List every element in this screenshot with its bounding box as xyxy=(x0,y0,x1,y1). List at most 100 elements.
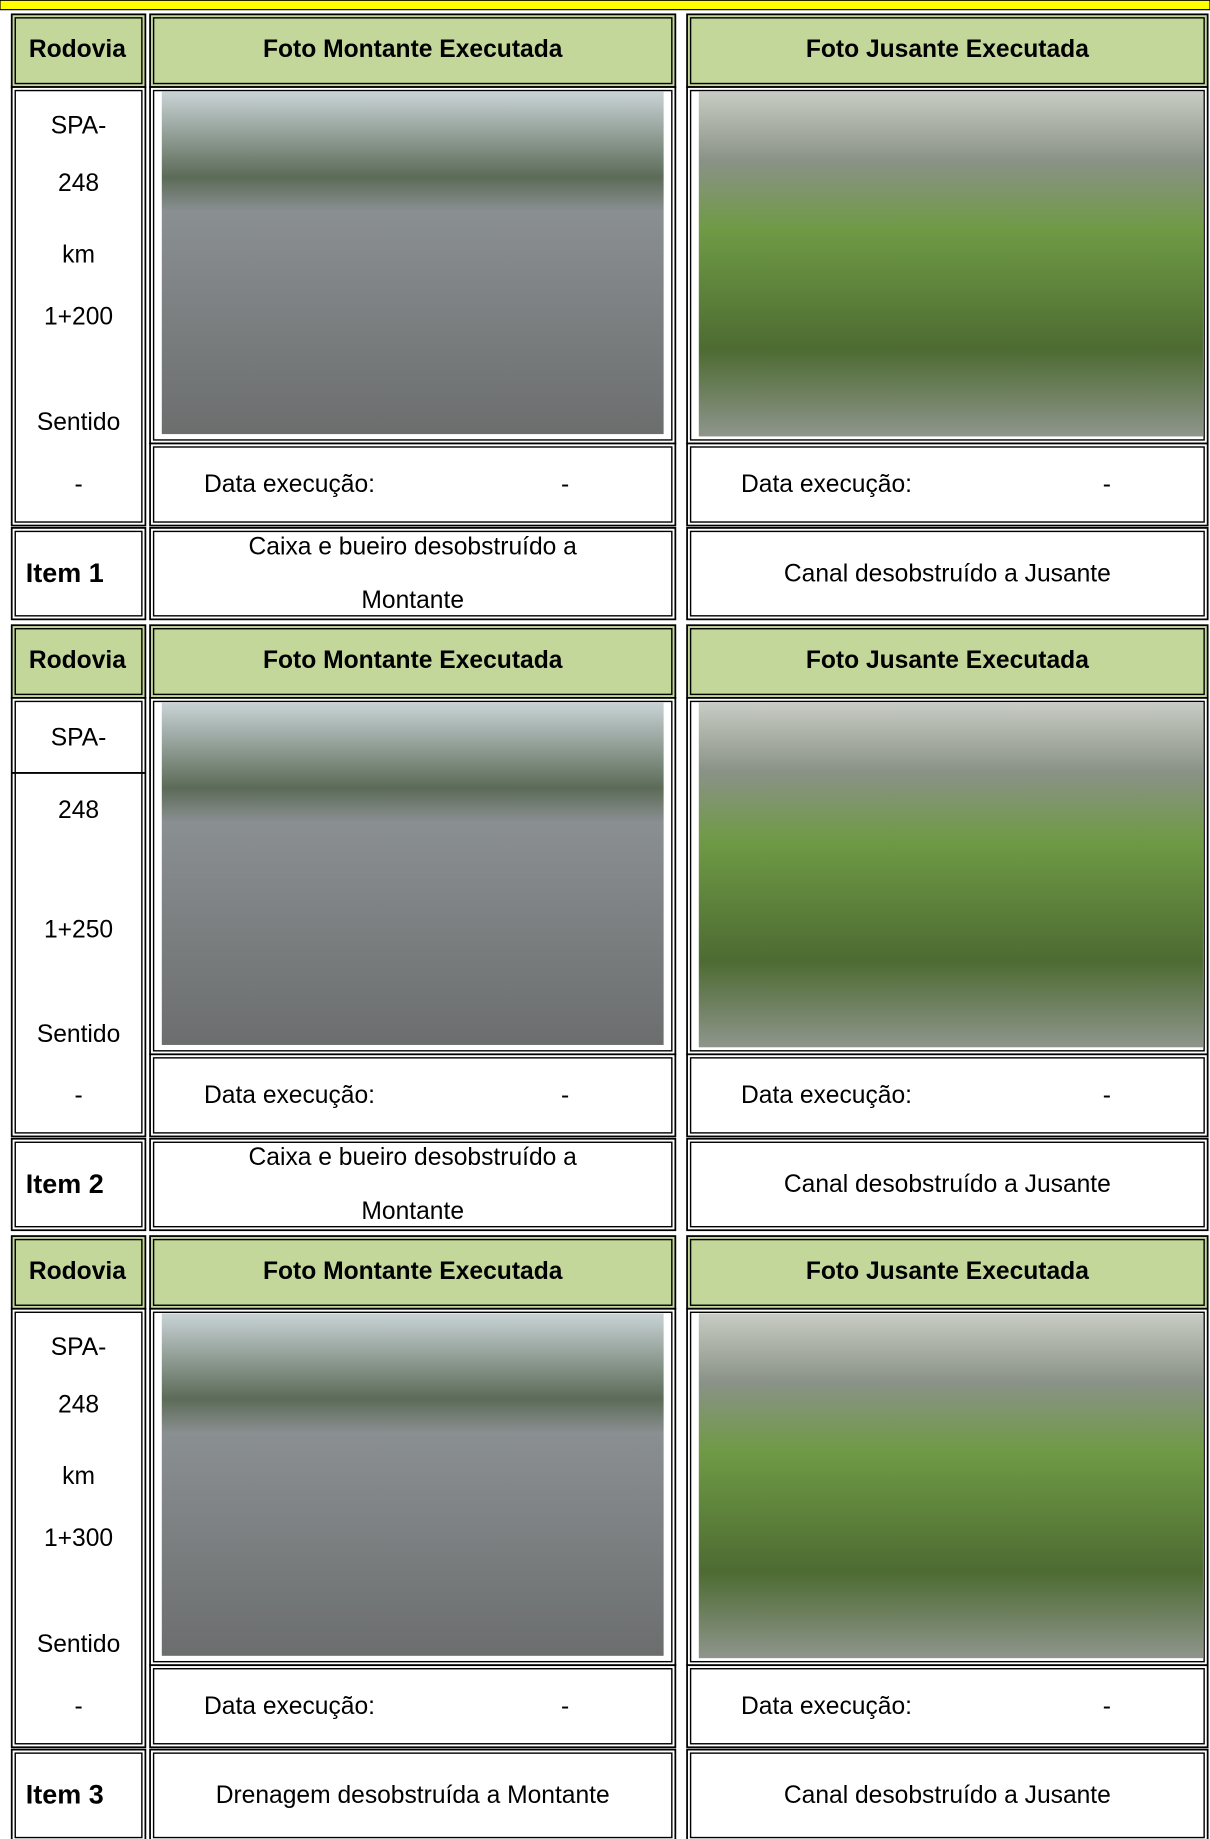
cell-inner-border xyxy=(14,1311,143,1745)
cell-inner-border xyxy=(152,1238,673,1306)
cell xyxy=(149,442,677,527)
cell xyxy=(10,1137,147,1232)
date-value: - xyxy=(561,1082,569,1109)
item-description: Caixa e bueiro desobstruído a xyxy=(249,533,578,560)
date-value: - xyxy=(1103,1082,1111,1109)
cell xyxy=(686,1664,1209,1749)
location-text: Sentido xyxy=(37,409,120,436)
cell-inner-border xyxy=(689,1057,1205,1134)
cell-inner-border xyxy=(152,628,673,696)
cell xyxy=(10,624,147,699)
column-header: Foto Jusante Executada xyxy=(806,1258,1089,1285)
cell xyxy=(149,624,677,699)
column-header: Rodovia xyxy=(29,647,126,674)
date-value: - xyxy=(1103,1693,1111,1720)
location-text: 248 xyxy=(58,1392,99,1419)
cell-inner-border xyxy=(689,446,1205,523)
location-text: 1+200 xyxy=(44,304,113,331)
item-description: Canal desobstruído a Jusante xyxy=(784,1171,1111,1198)
cell xyxy=(10,697,147,1138)
location-text: SPA- xyxy=(51,112,107,139)
location-text: - xyxy=(74,1082,82,1109)
location-text: SPA- xyxy=(51,724,107,751)
location-text: - xyxy=(74,471,82,498)
cell-inner-border xyxy=(14,700,143,1134)
photo-jusante xyxy=(698,1313,1203,1659)
location-text: 1+300 xyxy=(44,1525,113,1552)
cell xyxy=(686,1748,1209,1839)
date-label: Data execução: xyxy=(741,1693,912,1720)
cell xyxy=(149,527,677,621)
cell-inner-border xyxy=(152,1141,673,1228)
cell-inner-border xyxy=(689,89,1205,441)
cell-inner-border xyxy=(152,1752,673,1839)
cell xyxy=(149,1664,677,1749)
cell-inner-border xyxy=(14,628,143,696)
cell-inner-border xyxy=(152,1668,673,1745)
date-label: Data execução: xyxy=(741,1082,912,1109)
cell-inner-border xyxy=(152,1057,673,1134)
date-value: - xyxy=(561,471,569,498)
cell-inner-border xyxy=(689,1668,1205,1745)
location-text: - xyxy=(74,1693,82,1720)
location-text: 248 xyxy=(58,170,99,197)
cell-inner-border xyxy=(14,1238,143,1306)
location-text: Sentido xyxy=(37,1021,120,1048)
date-label: Data execução: xyxy=(204,1693,375,1720)
cell-inner-border xyxy=(689,1311,1205,1663)
cell-inner-border xyxy=(689,530,1205,617)
photo-montante xyxy=(161,702,664,1045)
cell xyxy=(686,624,1209,699)
cell-inner-border xyxy=(14,1752,143,1839)
cell xyxy=(686,442,1209,527)
cell xyxy=(149,1137,677,1232)
location-text: Sentido xyxy=(37,1631,120,1658)
cell xyxy=(686,13,1209,88)
cell-inner-border xyxy=(152,700,673,1052)
cell-inner-border xyxy=(152,530,673,617)
cell-inner-border xyxy=(152,17,673,85)
date-label: Data execução: xyxy=(204,471,375,498)
date-label: Data execução: xyxy=(741,471,912,498)
cell xyxy=(149,1235,677,1310)
cell xyxy=(149,1748,677,1839)
cell-inner-border xyxy=(689,628,1205,696)
date-label: Data execução: xyxy=(204,1082,375,1109)
item-label: Item 1 xyxy=(26,558,104,588)
location-text: 248 xyxy=(58,797,99,824)
cell-inner-border xyxy=(689,17,1205,85)
cell-inner-border xyxy=(689,1141,1205,1228)
photo-jusante xyxy=(698,91,1203,437)
cell-inner-border xyxy=(14,17,143,85)
cell-inner-border xyxy=(689,1752,1205,1839)
cell-inner-border xyxy=(14,1141,143,1228)
cell xyxy=(10,1307,147,1749)
column-header: Foto Jusante Executada xyxy=(806,36,1089,63)
cell xyxy=(686,1235,1209,1310)
item-description: Canal desobstruído a Jusante xyxy=(784,1782,1111,1809)
cell xyxy=(10,527,147,621)
column-header: Foto Montante Executada xyxy=(263,647,563,674)
cell xyxy=(10,1748,147,1839)
cell-inner-border xyxy=(689,1238,1205,1306)
cell xyxy=(10,86,147,527)
cell xyxy=(686,1137,1209,1232)
cell-inner-border xyxy=(14,89,143,523)
item-description: Montante xyxy=(361,1198,464,1225)
date-value: - xyxy=(561,1693,569,1720)
photo-montante xyxy=(161,1313,664,1656)
location-text: km xyxy=(62,1463,95,1490)
cell-inner-border xyxy=(152,89,673,441)
location-text: SPA- xyxy=(51,1334,107,1361)
cell xyxy=(149,1053,677,1138)
photo-jusante xyxy=(698,702,1203,1048)
item-description: Canal desobstruído a Jusante xyxy=(784,560,1111,587)
cell xyxy=(149,13,677,88)
cell xyxy=(686,1053,1209,1138)
item-label: Item 3 xyxy=(26,1780,104,1810)
item-description: Montante xyxy=(361,587,464,614)
cell-inner-border xyxy=(152,1311,673,1663)
column-header: Foto Montante Executada xyxy=(263,1258,563,1285)
